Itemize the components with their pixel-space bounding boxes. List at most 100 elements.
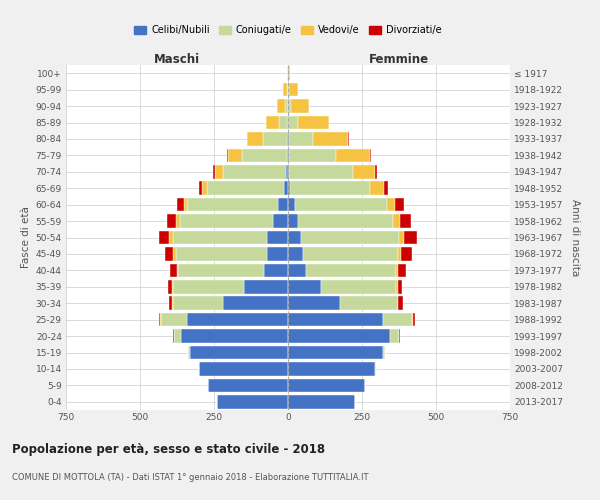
Bar xyxy=(383,346,385,359)
Bar xyxy=(413,313,415,326)
Bar xyxy=(288,313,383,326)
Bar xyxy=(313,132,349,145)
Bar xyxy=(288,264,306,277)
Bar xyxy=(168,280,172,293)
Bar xyxy=(396,264,398,277)
Y-axis label: Anni di nascita: Anni di nascita xyxy=(570,199,580,276)
Bar xyxy=(267,247,288,260)
Bar xyxy=(398,296,403,310)
Bar xyxy=(279,116,287,129)
Bar xyxy=(370,148,371,162)
Bar xyxy=(172,280,173,293)
Bar xyxy=(404,231,417,244)
Bar xyxy=(284,182,288,195)
Bar xyxy=(173,296,223,310)
Bar xyxy=(169,231,173,244)
Bar xyxy=(273,214,288,228)
Bar xyxy=(288,296,340,310)
Text: Femmine: Femmine xyxy=(369,53,429,66)
Bar xyxy=(295,198,387,211)
Bar xyxy=(288,66,290,80)
Text: COMUNE DI MOTTOLA (TA) - Dati ISTAT 1° gennaio 2018 - Elaborazione TUTTITALIA.IT: COMUNE DI MOTTOLA (TA) - Dati ISTAT 1° g… xyxy=(12,472,368,482)
Bar xyxy=(289,148,336,162)
Bar xyxy=(263,132,287,145)
Bar xyxy=(288,395,355,408)
Bar xyxy=(266,116,279,129)
Bar xyxy=(387,198,395,211)
Bar xyxy=(159,313,160,326)
Bar xyxy=(247,132,263,145)
Bar xyxy=(301,231,399,244)
Bar xyxy=(286,165,288,178)
Bar xyxy=(385,182,388,195)
Bar xyxy=(370,182,385,195)
Legend: Celibi/Nubili, Coniugati/e, Vedovi/e, Divorziati/e: Celibi/Nubili, Coniugati/e, Vedovi/e, Di… xyxy=(131,22,445,40)
Bar xyxy=(353,165,375,178)
Bar xyxy=(288,247,303,260)
Bar xyxy=(288,198,295,211)
Bar xyxy=(208,182,284,195)
Bar xyxy=(167,214,176,228)
Bar xyxy=(298,214,393,228)
Bar xyxy=(188,346,190,359)
Bar xyxy=(174,330,181,343)
Bar xyxy=(288,346,383,359)
Bar xyxy=(288,231,301,244)
Bar xyxy=(289,165,353,178)
Bar xyxy=(177,264,178,277)
Bar xyxy=(291,100,309,113)
Bar xyxy=(288,165,289,178)
Bar xyxy=(340,296,398,310)
Bar xyxy=(184,198,187,211)
Bar xyxy=(161,313,187,326)
Bar xyxy=(320,280,396,293)
Bar xyxy=(283,83,287,96)
Bar xyxy=(169,296,172,310)
Bar xyxy=(303,247,398,260)
Text: Maschi: Maschi xyxy=(154,53,200,66)
Bar xyxy=(288,83,289,96)
Bar xyxy=(199,182,202,195)
Bar xyxy=(288,362,376,376)
Bar xyxy=(288,330,390,343)
Bar xyxy=(180,214,273,228)
Bar xyxy=(288,116,298,129)
Bar xyxy=(173,231,267,244)
Bar xyxy=(401,247,412,260)
Bar xyxy=(306,264,396,277)
Bar xyxy=(208,378,288,392)
Bar xyxy=(287,132,288,145)
Bar xyxy=(223,296,288,310)
Bar xyxy=(298,116,329,129)
Bar xyxy=(336,148,370,162)
Bar xyxy=(288,148,289,162)
Bar xyxy=(288,100,291,113)
Bar xyxy=(165,247,173,260)
Bar xyxy=(199,362,288,376)
Bar xyxy=(177,198,184,211)
Bar xyxy=(265,264,288,277)
Bar xyxy=(287,66,288,80)
Bar xyxy=(227,148,242,162)
Bar xyxy=(288,182,290,195)
Bar xyxy=(213,165,215,178)
Bar xyxy=(215,165,223,178)
Bar xyxy=(399,231,404,244)
Bar xyxy=(285,100,288,113)
Bar xyxy=(289,132,313,145)
Bar xyxy=(158,231,169,244)
Bar xyxy=(173,280,244,293)
Bar xyxy=(217,395,288,408)
Bar xyxy=(287,83,288,96)
Text: Popolazione per età, sesso e stato civile - 2018: Popolazione per età, sesso e stato civil… xyxy=(12,442,325,456)
Bar xyxy=(223,165,286,178)
Bar xyxy=(393,214,400,228)
Bar xyxy=(288,378,365,392)
Bar xyxy=(287,148,288,162)
Bar xyxy=(170,264,177,277)
Bar xyxy=(390,330,399,343)
Bar xyxy=(288,280,320,293)
Bar xyxy=(400,214,411,228)
Bar xyxy=(176,247,267,260)
Bar xyxy=(176,214,180,228)
